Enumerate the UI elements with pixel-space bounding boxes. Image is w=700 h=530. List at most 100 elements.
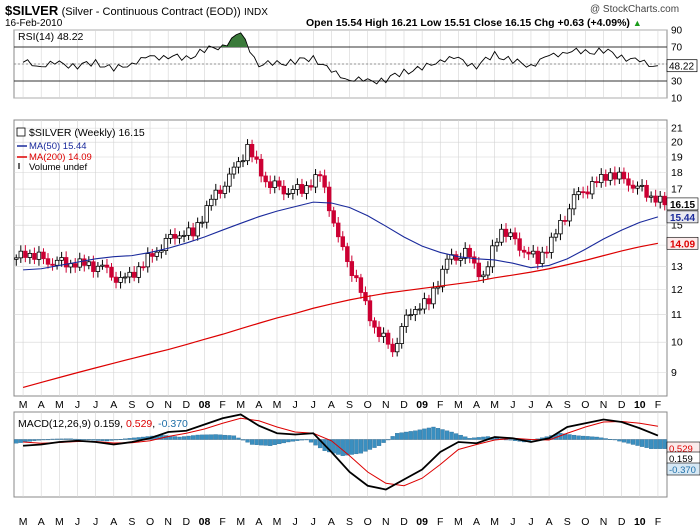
macd-histogram-bar	[585, 436, 590, 440]
macd-histogram-bar	[449, 431, 454, 440]
macd-histogram-bar	[231, 435, 237, 440]
macd-histogram-bar	[626, 439, 631, 444]
candle-down	[73, 263, 78, 268]
rsi-tick-label: 70	[671, 43, 683, 54]
x-axis-label: D	[618, 516, 626, 528]
candle-down	[317, 174, 323, 177]
macd-histogram-bar	[349, 439, 354, 455]
macd-histogram-bar	[41, 439, 46, 441]
candle-up	[394, 343, 400, 353]
macd-histogram-bar	[68, 438, 73, 440]
macd-histogram-bar	[186, 435, 191, 440]
candle-down	[476, 262, 482, 278]
candle-up	[177, 235, 182, 239]
macd-histogram-bar	[73, 438, 78, 440]
x-axis-label: A	[110, 399, 117, 411]
candle-up	[589, 181, 595, 195]
candle-up	[204, 205, 209, 223]
candle-down	[426, 298, 432, 305]
macd-signal-tag-text: 0.529	[669, 444, 693, 455]
x-axis-label: F	[219, 516, 225, 528]
macd-histogram-bar	[209, 434, 214, 440]
candle-down	[23, 250, 28, 258]
macd-label-histogram: -0.370	[158, 418, 188, 430]
macd-histogram-bar	[295, 439, 300, 441]
macd-histogram-bar	[372, 439, 377, 448]
x-axis-label: J	[75, 399, 80, 411]
macd-histogram-bar	[358, 439, 364, 454]
macd-histogram-bar	[508, 439, 513, 441]
x-axis-label: S	[346, 399, 353, 411]
candle-up	[422, 298, 427, 310]
candle-down	[322, 175, 327, 188]
macd-histogram-bar	[467, 438, 472, 440]
price-tick-label: 18	[671, 167, 683, 179]
candle-down	[141, 266, 146, 269]
candle-up	[553, 233, 559, 238]
ma50-tag	[666, 210, 699, 224]
candle-down	[630, 184, 636, 189]
candle-down	[472, 256, 477, 264]
candle-up	[240, 160, 246, 163]
candle-up	[463, 247, 468, 259]
candle-up	[54, 259, 60, 266]
macd-histogram-bar	[571, 434, 577, 440]
macd-histogram-bar	[354, 439, 359, 455]
candle-up	[95, 265, 101, 272]
candle-up	[245, 143, 250, 162]
macd-histogram-bar	[599, 437, 604, 440]
macd-histogram-bar	[259, 439, 264, 446]
macd-histogram-bar	[91, 439, 96, 441]
price-tick-label: 20	[671, 137, 683, 149]
up-arrow-icon: ▲	[632, 18, 642, 28]
macd-histogram-bar	[14, 439, 19, 444]
x-axis-label: A	[328, 516, 335, 528]
macd-label-sep: ,	[152, 418, 158, 430]
candle-up	[490, 245, 495, 268]
macd-histogram-bar	[45, 439, 51, 441]
macd-histogram-bar	[345, 439, 350, 456]
macd-histogram-bar	[59, 438, 64, 440]
candle-down	[41, 251, 46, 260]
x-axis-label: D	[183, 516, 191, 528]
candle-down	[603, 174, 608, 181]
candle-down	[131, 271, 137, 278]
x-axis-label: A	[546, 516, 553, 528]
chart-date: 16-Feb-2010	[5, 18, 63, 29]
x-axis-label: O	[581, 516, 589, 528]
candle-down	[326, 186, 332, 212]
price-panel	[13, 119, 668, 397]
macd-histogram-bar	[227, 435, 232, 440]
x-axis-label: M	[55, 399, 64, 411]
x-axis-label: A	[255, 516, 262, 528]
x-axis-label: J	[293, 516, 298, 528]
candle-up	[657, 195, 663, 203]
candle-up	[186, 227, 191, 236]
macd-line	[23, 413, 659, 491]
x-axis-label: 10	[634, 516, 646, 528]
candle-up	[549, 236, 554, 253]
macd-histogram-bar	[304, 439, 309, 441]
candle-up	[481, 274, 486, 278]
candle-up	[313, 174, 318, 188]
macd-histogram-bar	[272, 439, 277, 445]
x-axis-label: J	[75, 516, 80, 528]
macd-histogram-bar	[308, 439, 314, 443]
ma200-tag	[666, 236, 699, 250]
candle-down	[385, 332, 391, 345]
macd-histogram-bar	[122, 438, 128, 440]
candle-up	[272, 180, 277, 188]
macd-histogram-tag-text: -0.370	[669, 465, 696, 476]
price-tick-label: 10	[671, 337, 683, 349]
macd-histogram-bar	[503, 439, 509, 441]
candle-down	[249, 143, 255, 158]
macd-histogram-bar	[580, 435, 586, 440]
candle-down	[345, 246, 350, 262]
x-axis-label: N	[600, 516, 608, 528]
candle-up	[199, 221, 205, 224]
candle-down	[653, 195, 658, 203]
candle-up	[86, 261, 92, 266]
macd-histogram-bar	[404, 431, 409, 440]
macd-histogram-bar	[181, 436, 187, 440]
macd-histogram-bar	[191, 435, 196, 440]
